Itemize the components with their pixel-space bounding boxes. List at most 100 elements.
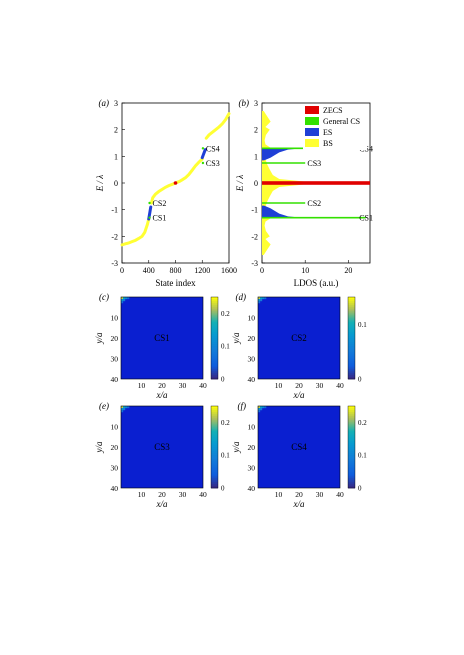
colorbar-segment	[211, 438, 218, 442]
colorbar-segment	[348, 335, 355, 339]
colorbar-segment	[211, 299, 218, 302]
legend-swatch	[305, 117, 319, 125]
colorbar-segment	[348, 414, 355, 417]
heat-xtick-label: 30	[316, 490, 324, 499]
colorbar-segment	[211, 416, 218, 419]
colorbar-segment	[211, 358, 218, 361]
colorbar-segment	[211, 305, 218, 308]
heat-ylabel: y/a	[231, 332, 241, 344]
ylabel-b: E / λ	[235, 175, 245, 192]
colorbar-segment	[348, 449, 355, 452]
heat-ytick-label: 30	[111, 355, 119, 364]
heat-ytick-label: 10	[111, 314, 119, 323]
colorbar-segment	[211, 434, 218, 438]
colorbar-segment	[348, 338, 355, 341]
colorbar-segment	[348, 426, 355, 429]
colorbar-segment	[211, 356, 218, 359]
colorbar-frame	[347, 405, 356, 489]
heat-ytick-label: 10	[248, 314, 256, 323]
xtick-label-a: 800	[170, 266, 182, 275]
heat-ytick-label: 40	[111, 484, 119, 493]
heat-xlabel: x/a	[156, 390, 168, 400]
colorbar-segment	[211, 461, 218, 464]
colorbar-segment	[348, 444, 355, 448]
colorbar-segment	[348, 301, 355, 304]
colorbar-segment	[211, 485, 218, 489]
colorbar-segment	[348, 340, 355, 343]
heatmap-cell	[260, 299, 263, 302]
colorbar-frame	[210, 405, 219, 489]
colorbar-segment	[211, 319, 218, 322]
ytick-label-a: 0	[114, 179, 118, 188]
ytick-label-b: 1	[254, 152, 258, 161]
heatmap-field	[121, 406, 203, 488]
heat-xlabel: x/a	[156, 499, 168, 509]
colorbar-segment	[348, 372, 355, 376]
heatmap-label: CS3	[154, 442, 170, 452]
cs-label-b: CS3	[307, 159, 321, 168]
colorbar-segment	[348, 366, 355, 370]
heatmap-cell	[123, 297, 126, 300]
ytick-label-a: 2	[114, 126, 118, 135]
colorbar-segment	[211, 372, 218, 376]
legend-label: General CS	[323, 117, 360, 126]
ytick-label-a: -2	[111, 232, 118, 241]
colorbar-segment	[211, 317, 218, 320]
colorbar-segment	[211, 422, 218, 425]
heatmap-cell	[258, 297, 261, 300]
colorbar-segment	[348, 459, 355, 462]
colorbar-segment	[348, 368, 355, 372]
colorbar-frame	[210, 296, 219, 380]
colorbar-segment	[211, 463, 218, 466]
cs-point-a	[148, 201, 151, 205]
colorbar-segment	[211, 483, 218, 487]
colorbar-segment	[211, 307, 218, 310]
colorbar-segment	[211, 315, 218, 318]
colorbar-segment	[348, 475, 355, 479]
series-line-bs	[120, 217, 151, 247]
xtick-label-b: 10	[301, 266, 309, 275]
panel-label-heat: (f)	[238, 401, 247, 411]
cs-point-a	[148, 216, 151, 219]
colorbar-tick-label: 0	[221, 485, 225, 493]
panel-label-heat: (d)	[236, 292, 247, 302]
heatmap-cell	[121, 406, 124, 409]
colorbar-segment	[211, 420, 218, 423]
colorbar-segment	[348, 424, 355, 427]
ytick-label-a: 3	[114, 99, 118, 108]
colorbar-segment	[348, 432, 355, 436]
colorbar-segment	[348, 481, 355, 485]
heatmap-label: CS4	[291, 442, 307, 452]
series-line-bs	[204, 112, 231, 140]
heatmap-cell	[258, 410, 261, 413]
panel-label-b: (b)	[239, 98, 250, 108]
colorbar-segment	[211, 479, 218, 483]
colorbar-segment	[348, 442, 355, 446]
colorbar-segment	[211, 368, 218, 372]
colorbar-segment	[348, 356, 355, 359]
heat-ytick-label: 40	[248, 375, 256, 384]
heat-xtick-label: 10	[138, 490, 146, 499]
heatmap-cell	[123, 408, 126, 411]
colorbar-segment	[211, 354, 218, 357]
heat-xtick-label: 40	[199, 490, 207, 499]
ytick-label-a: 1	[114, 152, 118, 161]
cs-point-a	[201, 161, 205, 165]
colorbar-segment	[348, 299, 355, 302]
heatmap-cell	[262, 297, 265, 300]
heat-xtick-label: 20	[295, 381, 303, 390]
colorbar-segment	[348, 360, 355, 363]
colorbar-segment	[211, 418, 218, 421]
heat-ylabel: y/a	[94, 332, 104, 344]
xlabel-b: LDOS (a.u.)	[294, 278, 339, 288]
ytick-label-b: -1	[251, 206, 258, 215]
cs-label-b: CS1	[359, 214, 373, 223]
heatmap-cell	[258, 408, 261, 411]
colorbar-segment	[348, 412, 355, 415]
colorbar-segment	[211, 352, 218, 355]
colorbar-segment	[211, 325, 218, 329]
colorbar-segment	[211, 426, 218, 429]
colorbar-segment	[211, 412, 218, 415]
colorbar-segment	[211, 327, 218, 331]
colorbar-segment	[348, 370, 355, 374]
